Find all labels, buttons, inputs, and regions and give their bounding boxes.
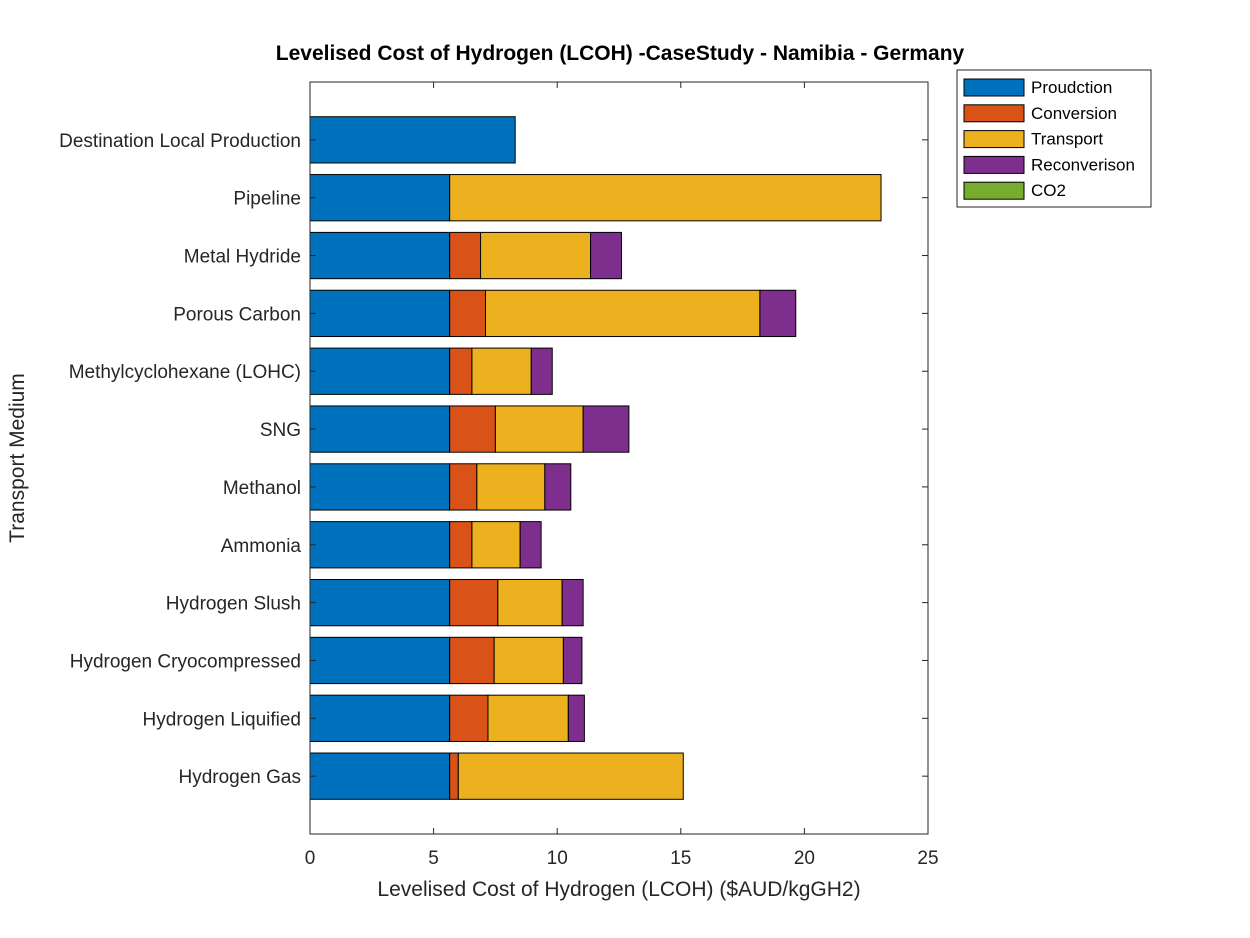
y-tick-label: Hydrogen Cryocompressed bbox=[70, 651, 301, 672]
bar-segment-proudction-3 bbox=[309, 289, 451, 338]
bar-segment-transport-3 bbox=[485, 289, 761, 338]
bar-segment-proudction-9 bbox=[309, 636, 451, 685]
bar-segment-conversion-7 bbox=[449, 521, 473, 569]
bar-segment-transport-10 bbox=[487, 694, 569, 742]
legend-swatch-proudction bbox=[963, 78, 1025, 97]
bar-segment-reconverison-5 bbox=[582, 405, 630, 453]
legend-label-reconverison: Reconverison bbox=[1031, 155, 1135, 174]
plot-area-frame bbox=[309, 81, 929, 835]
bar-segment-proudction-5 bbox=[309, 405, 451, 453]
y-tick-label: Hydrogen Liquified bbox=[143, 709, 301, 730]
y-tick-label: Hydrogen Slush bbox=[166, 594, 301, 615]
bar-segment-reconverison-10 bbox=[567, 694, 585, 742]
bar-segment-transport-1 bbox=[449, 174, 882, 222]
bar-segment-proudction-11 bbox=[309, 752, 451, 800]
bar-segment-transport-4 bbox=[471, 347, 532, 395]
y-tick-label: Porous Carbon bbox=[173, 304, 301, 325]
bar-segment-reconverison-6 bbox=[544, 463, 572, 511]
x-tick-label: 25 bbox=[917, 848, 938, 869]
bar-segment-reconverison-9 bbox=[562, 636, 583, 685]
bar-segment-transport-2 bbox=[480, 231, 592, 280]
ticks-layer: Destination Local Production Pipeline Meta… bbox=[59, 82, 939, 869]
bar-segment-proudction-1 bbox=[309, 174, 451, 222]
bar-segment-proudction-0 bbox=[309, 116, 516, 164]
bar-segment-conversion-8 bbox=[449, 578, 499, 627]
chart-title: Levelised Cost of Hydrogen (LCOH) -CaseS… bbox=[276, 42, 965, 65]
y-tick-label: Metal Hydride bbox=[184, 247, 301, 268]
bar-segment-reconverison-8 bbox=[561, 578, 584, 627]
legend-swatch-conversion bbox=[963, 104, 1025, 123]
bar-segment-proudction-2 bbox=[309, 231, 451, 280]
x-tick-label: 10 bbox=[547, 848, 568, 869]
legend-label-co2: CO2 bbox=[1031, 181, 1066, 200]
x-tick-label: 0 bbox=[305, 848, 316, 869]
bar-segment-transport-11 bbox=[457, 752, 684, 800]
legend-label-proudction: Proudction bbox=[1031, 78, 1112, 97]
bar-segment-transport-7 bbox=[471, 521, 521, 569]
bar-segment-transport-5 bbox=[494, 405, 584, 453]
bar-segment-conversion-6 bbox=[449, 463, 478, 511]
y-tick-label: Methylcyclohexane (LOHC) bbox=[69, 362, 301, 383]
bar-segment-transport-6 bbox=[476, 463, 546, 511]
bar-segment-conversion-2 bbox=[449, 231, 482, 280]
legend-swatch-reconverison bbox=[963, 155, 1025, 174]
legend-swatch-transport bbox=[963, 130, 1025, 149]
bar-segment-reconverison-4 bbox=[530, 347, 553, 395]
bar-segment-reconverison-3 bbox=[759, 289, 797, 338]
bar-segment-proudction-7 bbox=[309, 521, 451, 569]
legend-swatch-co2 bbox=[963, 181, 1025, 200]
y-tick-label: Ammonia bbox=[221, 536, 302, 557]
y-tick-label: SNG bbox=[260, 420, 301, 441]
x-tick-label: 20 bbox=[794, 848, 815, 869]
bar-segment-transport-8 bbox=[497, 578, 563, 627]
y-axis-label: Transport Medium bbox=[6, 373, 29, 543]
y-tick-label: Destination Local Production bbox=[59, 131, 301, 152]
bar-segment-conversion-5 bbox=[449, 405, 496, 453]
bar-segment-proudction-8 bbox=[309, 578, 451, 627]
legend-label-transport: Transport bbox=[1031, 130, 1103, 149]
bar-segment-conversion-11 bbox=[449, 752, 459, 800]
legend: Proudction Conversion Transport Reconveriso… bbox=[956, 69, 1152, 208]
bar-segment-proudction-4 bbox=[309, 347, 451, 395]
bar-segment-conversion-10 bbox=[449, 694, 489, 742]
y-tick-label: Pipeline bbox=[233, 189, 301, 210]
bar-segment-conversion-9 bbox=[449, 636, 495, 685]
x-tick-label: 15 bbox=[670, 848, 691, 869]
bar-segment-conversion-4 bbox=[449, 347, 473, 395]
bar-segment-proudction-6 bbox=[309, 463, 451, 511]
y-tick-label: Hydrogen Gas bbox=[178, 767, 301, 788]
bar-segment-proudction-10 bbox=[309, 694, 451, 742]
bar-segment-reconverison-7 bbox=[519, 521, 542, 569]
y-tick-label: Methanol bbox=[223, 478, 301, 499]
bar-segment-conversion-3 bbox=[449, 289, 487, 338]
x-tick-label: 5 bbox=[428, 848, 439, 869]
legend-label-conversion: Conversion bbox=[1031, 104, 1117, 123]
bars-layer bbox=[309, 116, 882, 800]
bar-segment-transport-9 bbox=[493, 636, 564, 685]
x-axis-label: Levelised Cost of Hydrogen (LCOH) ($AUD/… bbox=[377, 878, 860, 901]
bar-segment-reconverison-2 bbox=[590, 231, 622, 280]
